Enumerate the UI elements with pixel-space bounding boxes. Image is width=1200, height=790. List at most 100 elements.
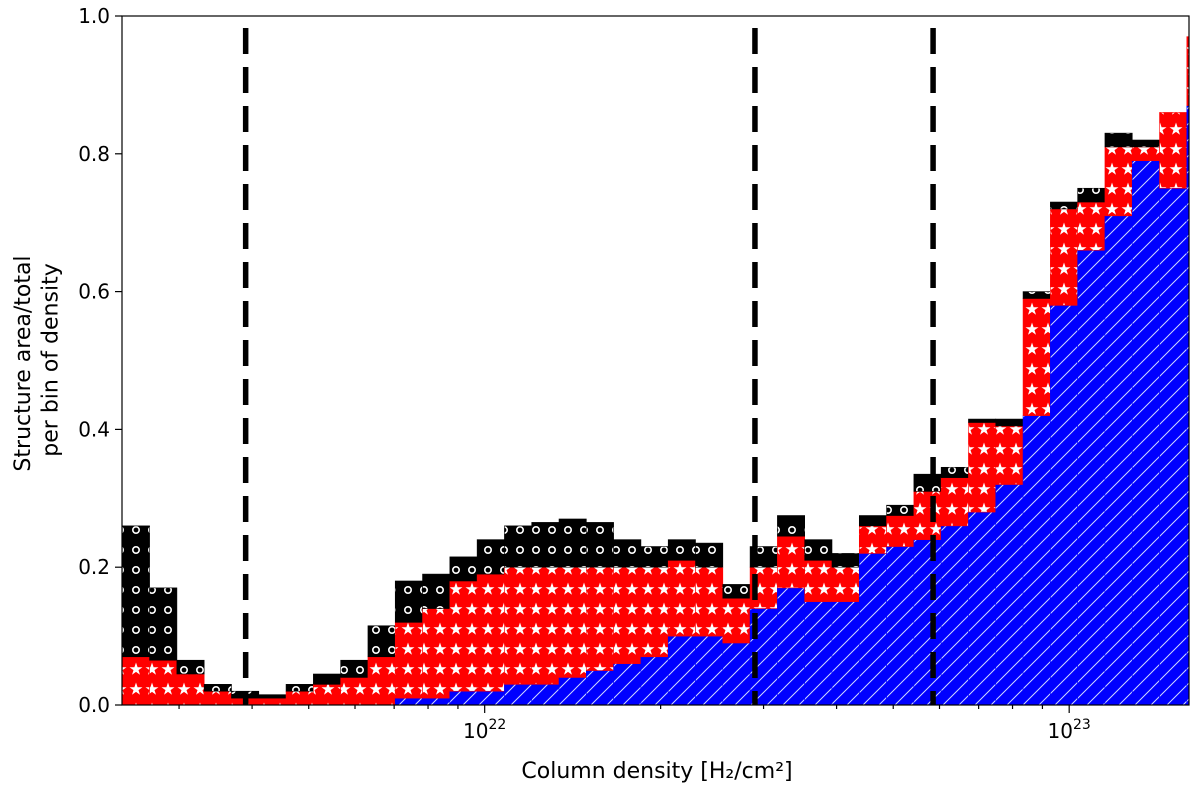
y-tick-label: 0.6 [78, 280, 110, 304]
plot-frame [121, 15, 1190, 706]
bar-stars-segment [640, 566, 669, 658]
bar-circles-segment [149, 587, 178, 661]
bar-circles-segment [722, 584, 751, 599]
threshold-lines [242, 28, 936, 705]
bar-stars-segment [367, 656, 396, 705]
bar-stars-segment [858, 525, 887, 554]
bar-stars-segment [122, 656, 150, 705]
bar-hatch-segment [1077, 249, 1106, 705]
bar-stars-segment [777, 535, 806, 589]
bar-circles-segment [1022, 291, 1051, 299]
bar-circles-segment [695, 542, 724, 568]
bar-circles-segment [285, 684, 314, 692]
bar-hatch-segment [968, 511, 997, 705]
bar-hatch-segment [995, 484, 1024, 705]
bar-stars-segment [1104, 146, 1133, 217]
y-axis-title-line-1: Structure area/total [11, 255, 36, 471]
x-axis-title: Column density [H₂/cm²] [521, 759, 792, 784]
x-axis: 1022 1023 [178, 705, 1091, 743]
bar-stars-segment [504, 566, 533, 685]
bar-circles-segment [831, 553, 860, 568]
bar-stars-segment [340, 677, 369, 705]
bar-circles-segment [913, 473, 942, 492]
bar-hatch-segment [831, 601, 860, 705]
bar-circles-segment [176, 659, 205, 675]
bar-stars-segment [1186, 36, 1189, 106]
bar-stars-segment [1050, 208, 1078, 306]
bar-hatch-segment [1159, 187, 1188, 705]
bar-hatch-segment [1050, 305, 1078, 705]
bar-stars-segment [886, 515, 915, 547]
bar-stars-segment [913, 491, 942, 540]
bar-stars-segment [558, 566, 587, 678]
bar-stars-segment [613, 566, 642, 664]
bar-stars-segment [695, 566, 724, 637]
bar-hatch-segment [667, 635, 696, 705]
bar-hatch-segment [422, 697, 451, 705]
bar-stars-segment [667, 560, 696, 637]
bar-hatch-segment [558, 677, 587, 705]
bar-hatch-segment [858, 553, 887, 705]
y-tick-label: 1.0 [78, 4, 110, 28]
bar-stars-segment [313, 684, 341, 705]
bar-stars-segment [995, 425, 1024, 485]
bar-circles-segment [449, 556, 478, 582]
bar-circles-segment [886, 504, 915, 516]
bar-circles-segment [1077, 187, 1106, 203]
bar-hatch-segment [886, 546, 915, 705]
bar-hatch-segment [394, 697, 423, 705]
bar-hatch-segment [640, 656, 669, 705]
bar-stars-segment [449, 580, 478, 692]
bar-stars-segment [203, 690, 232, 705]
bar-circles-segment [422, 573, 451, 609]
bar-hatch-segment [613, 663, 642, 705]
bar-circles-segment [476, 539, 505, 575]
y-tick-label: 0.0 [78, 693, 110, 717]
bar-circles-segment [640, 546, 669, 568]
bar-circles-segment [340, 659, 369, 678]
bar-circles-segment [394, 580, 423, 623]
y-axis-title: Structure area/total per bin of density [11, 248, 64, 471]
y-axis-title-line-2: per bin of density [38, 263, 63, 456]
bar-circles-segment [586, 522, 614, 568]
bar-stars-segment [176, 673, 205, 705]
bar-circles-segment [367, 625, 396, 658]
bar-stars-segment [722, 597, 751, 644]
bar-hatch-segment [1104, 215, 1133, 705]
bar-hatch-segment [531, 684, 560, 705]
bar-stars-segment [531, 566, 560, 685]
bar-hatch-segment [449, 690, 478, 705]
bar-hatch-segment [722, 642, 751, 705]
bar-circles-segment [504, 525, 533, 568]
histogram-bars [122, 36, 1189, 705]
bar-circles-segment [313, 673, 341, 685]
bar-circles-segment [968, 418, 997, 423]
bar-circles-segment [203, 684, 232, 692]
bar-stars-segment [476, 573, 505, 692]
y-tick-label: 0.8 [78, 142, 110, 166]
bar-stars-segment [804, 560, 833, 602]
bar-circles-segment [1104, 132, 1133, 148]
bar-hatch-segment [695, 635, 724, 705]
bar-stars-segment [1159, 112, 1188, 189]
bar-circles-segment [995, 418, 1024, 427]
bar-hatch-segment [1186, 105, 1189, 705]
bar-stars-segment [831, 566, 860, 602]
bar-stars-segment [1131, 146, 1160, 161]
bar-circles-segment [613, 539, 642, 568]
x-tick-label: 1023 [1048, 717, 1091, 743]
bar-circles-segment [940, 466, 969, 478]
bar-circles-segment [804, 539, 833, 561]
bar-stars-segment [1077, 201, 1106, 251]
bar-stars-segment [940, 477, 969, 527]
bar-stars-segment [258, 697, 287, 705]
bar-circles-segment [558, 518, 587, 568]
bar-stars-segment [149, 659, 178, 705]
y-axis: 0.0 0.2 0.4 0.6 0.8 1.0 [78, 4, 122, 717]
bar-hatch-segment [504, 684, 533, 705]
bar-circles-segment [1050, 201, 1078, 210]
x-tick-label: 1022 [463, 717, 506, 743]
bar-hatch-segment [940, 525, 969, 705]
bar-circles-segment [258, 694, 287, 699]
